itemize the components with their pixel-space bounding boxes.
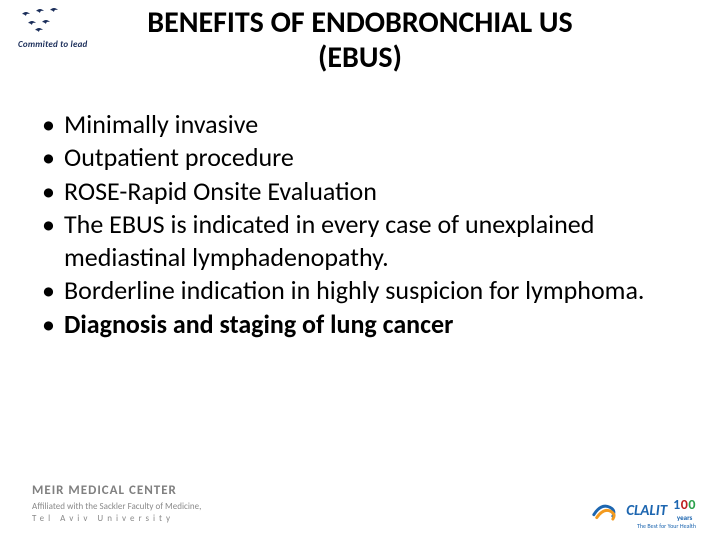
clalit-swirl-icon — [592, 500, 622, 522]
bullet-list: Minimally invasive Outpatient procedure … — [36, 108, 672, 341]
footer-left: MEIR MEDICAL CENTER Affiliated with the … — [32, 483, 201, 524]
slide-title: BENEFITS OF ENDOBRONCHIAL US (EBUS) — [0, 6, 720, 75]
footer-tagline2: The Best for Your Health — [637, 522, 696, 530]
slide: Commited to lead BENEFITS OF ENDOBRONCHI… — [0, 0, 720, 540]
years-label: years — [677, 513, 692, 522]
bullet-item: The EBUS is indicated in every case of u… — [36, 208, 672, 275]
footer-right: CLALIT 100 years The Best for Your Healt… — [592, 499, 696, 522]
clalit-brand-text: CLALIT — [626, 502, 667, 520]
slide-footer: MEIR MEDICAL CENTER Affiliated with the … — [0, 466, 720, 528]
bullet-text: The EBUS is indicated in every case of u… — [64, 208, 594, 273]
slide-body: Minimally invasive Outpatient procedure … — [36, 108, 672, 341]
bullet-text: Borderline indication in highly suspicio… — [64, 274, 644, 306]
footer-mmc: MEIR MEDICAL CENTER — [32, 483, 201, 498]
bullet-text: Minimally invasive — [64, 108, 258, 140]
title-line-1: BENEFITS OF ENDOBRONCHIAL US — [147, 4, 572, 41]
bullet-text: Diagnosis and staging of lung cancer — [64, 308, 453, 340]
bullet-text: Outpatient procedure — [64, 141, 294, 173]
hundred-icon: 100 — [673, 499, 696, 512]
bullet-item: ROSE-Rapid Onsite Evaluation — [36, 175, 672, 208]
years-badge: 100 years — [673, 499, 696, 522]
bullet-item: Borderline indication in highly suspicio… — [36, 274, 672, 307]
title-line-2: (EBUS) — [318, 39, 402, 76]
footer-university: Tel Aviv University — [32, 513, 201, 524]
bullet-text: ROSE-Rapid Onsite Evaluation — [64, 175, 377, 207]
bullet-item: Diagnosis and staging of lung cancer — [36, 308, 672, 341]
bullet-item: Minimally invasive — [36, 108, 672, 141]
bullet-item: Outpatient procedure — [36, 141, 672, 174]
footer-affiliation: Affiliated with the Sackler Faculty of M… — [32, 501, 201, 512]
